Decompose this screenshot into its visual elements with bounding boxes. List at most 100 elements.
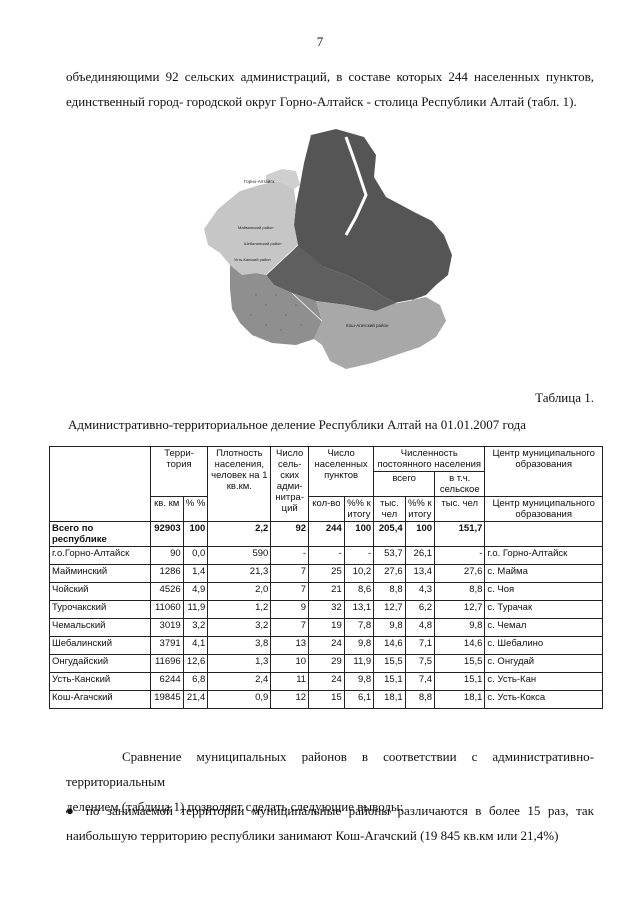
header-pop-rural: в т.ч. сельское (434, 471, 486, 497)
header-thous: тыс. чел (373, 496, 406, 522)
header-sqkm: кв. км (149, 496, 184, 522)
cell-center: г.о. Горно-Алтайск (484, 546, 603, 565)
header-admins: Число сель-ских адми-нитра-ций (270, 446, 310, 522)
cell-settle: 32 (308, 600, 345, 619)
cell-name: Усть-Канский (49, 672, 151, 691)
table-row: Кош-Агачский 19845 21,4 0,9 12 15 6,1 18,1 8,8 18… (49, 690, 603, 709)
cell-pct: 0,0 (182, 546, 209, 565)
cell-density: 1,3 (207, 654, 272, 673)
total-pct: 100 (182, 521, 209, 547)
header-center: Центр муниципального образования (484, 446, 603, 497)
cell-density: 21,3 (207, 564, 272, 583)
cell-name: Турочакский (49, 600, 151, 619)
map-label-mayma: Майминский район (238, 225, 273, 230)
cell-pop-pct: 6,2 (404, 600, 436, 619)
conclusion-line-2: делением (таблица 1) позволяет сделать с… (66, 799, 404, 814)
total-admins: 92 (270, 521, 310, 547)
cell-pop: 15,1 (373, 672, 406, 691)
cell-rural: - (434, 546, 486, 565)
cell-rural: 15,1 (434, 672, 486, 691)
map-region-ongudai (266, 245, 396, 311)
cell-pct: 12,6 (182, 654, 209, 673)
cell-rural: 15,5 (434, 654, 486, 673)
cell-center: с. Чемал (484, 618, 603, 637)
map-label-shebalino: Шебалинский район (244, 241, 282, 246)
cell-name: г.о.Горно-Алтайск (49, 546, 151, 565)
cell-pop-pct: 7,5 (404, 654, 436, 673)
table-row: Турочакский 11060 11,9 1,2 9 32 13,1 12,7 6,2 12,… (49, 600, 603, 619)
cell-admins: 9 (270, 600, 310, 619)
table-row: Чойский 4526 4,9 2,0 7 21 8,6 8,8 4,3 8,8 с. Чоя (49, 582, 603, 601)
region-map: Горно-Алтайск Майминский район Шебалинск… (204, 129, 452, 369)
map-label-kosh: Кош-Агачский район (346, 322, 389, 328)
bullet-line-1: по занимаемой территории муниципальные р… (85, 803, 594, 818)
cell-center: с. Усть-Кокса (484, 690, 603, 709)
header-population: Численность постоянного населения (373, 446, 486, 472)
cell-pop-pct: 4,3 (404, 582, 436, 601)
cell-area: 4526 (149, 582, 184, 601)
cell-density: 0,9 (207, 690, 272, 709)
cell-area: 11060 (149, 600, 184, 619)
cell-pop-pct: 26,1 (404, 546, 436, 565)
cell-center: с. Усть-Кан (484, 672, 603, 691)
cell-pop: 53,7 (373, 546, 406, 565)
cell-rural: 18,1 (434, 690, 486, 709)
cell-pop: 8,8 (373, 582, 406, 601)
cell-area: 3019 (149, 618, 184, 637)
bullet-icon: ● (66, 803, 74, 818)
cell-pct: 21,4 (182, 690, 209, 709)
header-thous2: тыс. чел (434, 496, 486, 522)
map-region-gorno (266, 169, 300, 189)
cell-density: 3,2 (207, 618, 272, 637)
cell-name: Шебалинский (49, 636, 151, 655)
cell-center: с. Чоя (484, 582, 603, 601)
cell-pct: 1,4 (182, 564, 209, 583)
cell-settle: - (308, 546, 345, 565)
cell-name: Онгудайский (49, 654, 151, 673)
cell-settle: 25 (308, 564, 345, 583)
header-pct-total2: %% к итогу (404, 496, 436, 522)
cell-name: Кош-Агачский (49, 690, 151, 709)
table-row: Усть-Канский 6244 6,8 2,4 11 24 9,8 15,1 7,4 15,1… (49, 672, 603, 691)
cell-pop: 15,5 (373, 654, 406, 673)
cell-admins: 10 (270, 654, 310, 673)
cell-admins: 7 (270, 618, 310, 637)
bullet-paragraph: ● по занимаемой территории муниципальные … (66, 798, 594, 848)
cell-area: 6244 (149, 672, 184, 691)
cell-center: с. Турачак (484, 600, 603, 619)
cell-pop-pct: 4,8 (404, 618, 436, 637)
cell-name: Майминский (49, 564, 151, 583)
header-territory: Терри- тория (149, 446, 209, 497)
bullet-line-2: наибольшую территорию республики занимаю… (66, 828, 559, 843)
conclusion-paragraph: Сравнение муниципальных районов в соотве… (66, 744, 594, 819)
admin-division-table: Терри- тория Плотность населения, челове… (49, 446, 603, 709)
cell-settle: 29 (308, 654, 345, 673)
cell-rural: 14,6 (434, 636, 486, 655)
cell-density: 2,0 (207, 582, 272, 601)
header-count: кол-во (308, 496, 345, 522)
page-number: 7 (316, 34, 324, 49)
intro-paragraph: объединяющими 92 сельских администраций,… (66, 64, 594, 114)
cell-area: 90 (149, 546, 184, 565)
cell-admins: 13 (270, 636, 310, 655)
cell-admins: 7 (270, 582, 310, 601)
map-region-kosh (314, 297, 446, 369)
cell-settle-pct: 13,1 (343, 600, 375, 619)
total-pop: 205,4 (373, 521, 406, 547)
cell-settle: 15 (308, 690, 345, 709)
cell-area: 11696 (149, 654, 184, 673)
cell-settle-pct: 8,6 (343, 582, 375, 601)
cell-pop-pct: 7,4 (404, 672, 436, 691)
cell-admins: - (270, 546, 310, 565)
cell-pct: 4,1 (182, 636, 209, 655)
cell-settle-pct: 11,9 (343, 654, 375, 673)
cell-settle: 19 (308, 618, 345, 637)
total-density: 2,2 (207, 521, 272, 547)
cell-rural: 8,8 (434, 582, 486, 601)
total-pop-pct: 100 (404, 521, 436, 547)
cell-name: Чемальский (49, 618, 151, 637)
cell-pop: 27,6 (373, 564, 406, 583)
cell-pop: 14,6 (373, 636, 406, 655)
cell-pct: 6,8 (182, 672, 209, 691)
cell-settle-pct: 7,8 (343, 618, 375, 637)
